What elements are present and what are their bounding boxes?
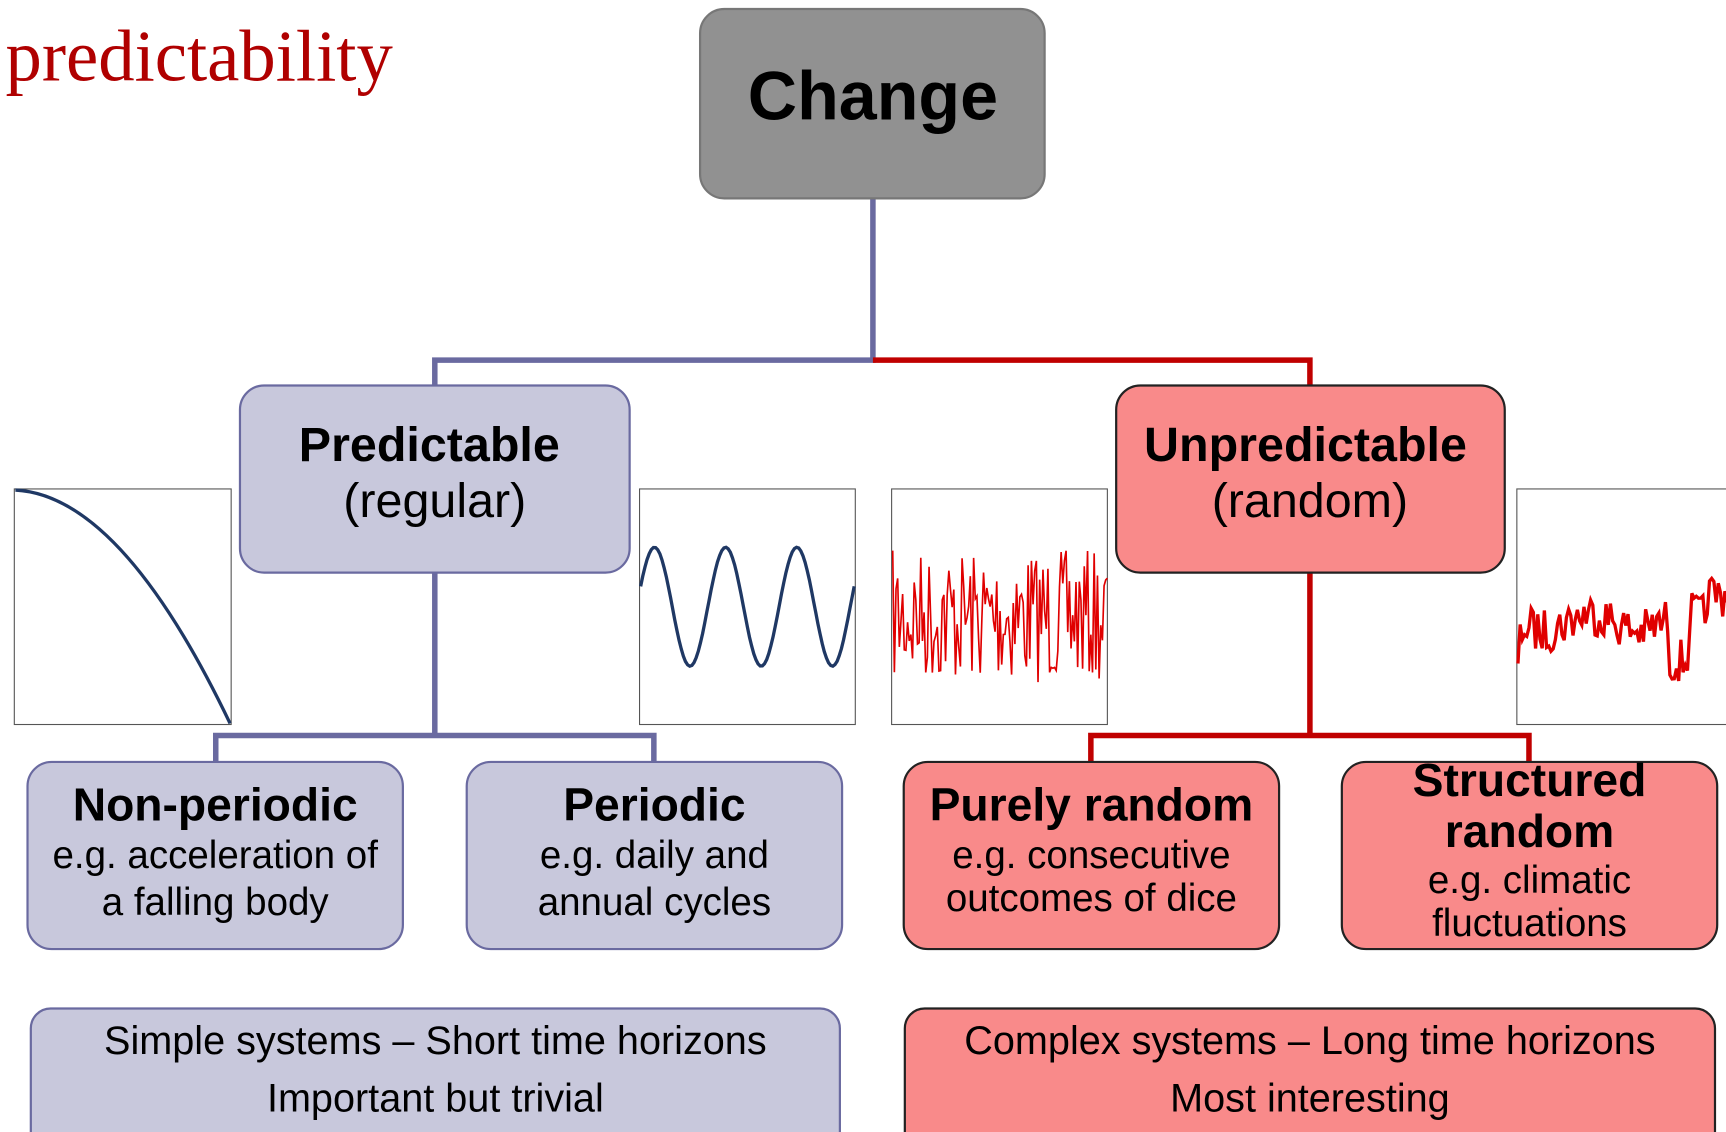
leaf-description: e.g. consecutive — [952, 834, 1230, 877]
leaf-box — [1340, 760, 1719, 951]
connector — [1088, 572, 1532, 762]
branch-title: Predictable — [299, 418, 560, 472]
leaf-description: fluctuations — [1432, 902, 1627, 945]
footers: Simple systems – Short time horizons Impo… — [29, 1007, 1717, 1132]
leaf-title: Non-periodic — [73, 778, 358, 830]
branch-subtitle: (regular) — [343, 474, 526, 528]
leaf-title: Structured — [1413, 754, 1647, 806]
footer-line: Important but trivial — [267, 1076, 604, 1120]
noise — [891, 550, 1108, 683]
noise — [1516, 575, 1726, 682]
leaf-title: Purely random — [930, 778, 1254, 830]
branch-box — [1115, 384, 1506, 574]
footer-box — [903, 1007, 1717, 1132]
connector — [212, 572, 657, 762]
connector — [872, 357, 1313, 386]
sine-wave — [639, 545, 856, 668]
branch-subtitle: (random) — [1212, 474, 1408, 528]
thumbnail — [1516, 488, 1726, 726]
leaf-description: annual cycles — [538, 881, 771, 924]
root-box — [698, 7, 1046, 200]
leaf-description: e.g. climatic — [1428, 859, 1631, 902]
connectors — [212, 198, 1532, 762]
leaf-box — [902, 760, 1281, 951]
leaf-description: e.g. daily and — [540, 834, 769, 877]
footer-box — [29, 1007, 841, 1132]
branch-title: Unpredictable — [1144, 418, 1467, 472]
leaf-box — [465, 760, 844, 951]
thumbnail — [13, 488, 232, 726]
connector — [432, 198, 876, 386]
thumbnails — [13, 488, 1726, 726]
branch-box — [238, 384, 631, 574]
footer-line: Simple systems – Short time horizons — [104, 1019, 767, 1063]
slide-title: predictability — [6, 16, 394, 97]
curve — [15, 488, 232, 725]
leaf-title: random — [1445, 805, 1614, 857]
footer-line: Most interesting — [1170, 1076, 1450, 1120]
leaf-description: e.g. acceleration of — [52, 834, 378, 877]
footer-line: Complex systems – Long time horizons — [964, 1019, 1655, 1063]
leaf-title: Periodic — [563, 778, 745, 830]
thumbnail — [638, 488, 856, 726]
leaf-description: outcomes of dice — [946, 877, 1237, 920]
root-label: Change — [748, 59, 998, 135]
leaf-description: a falling body — [102, 881, 330, 924]
leaf-box — [26, 760, 404, 951]
